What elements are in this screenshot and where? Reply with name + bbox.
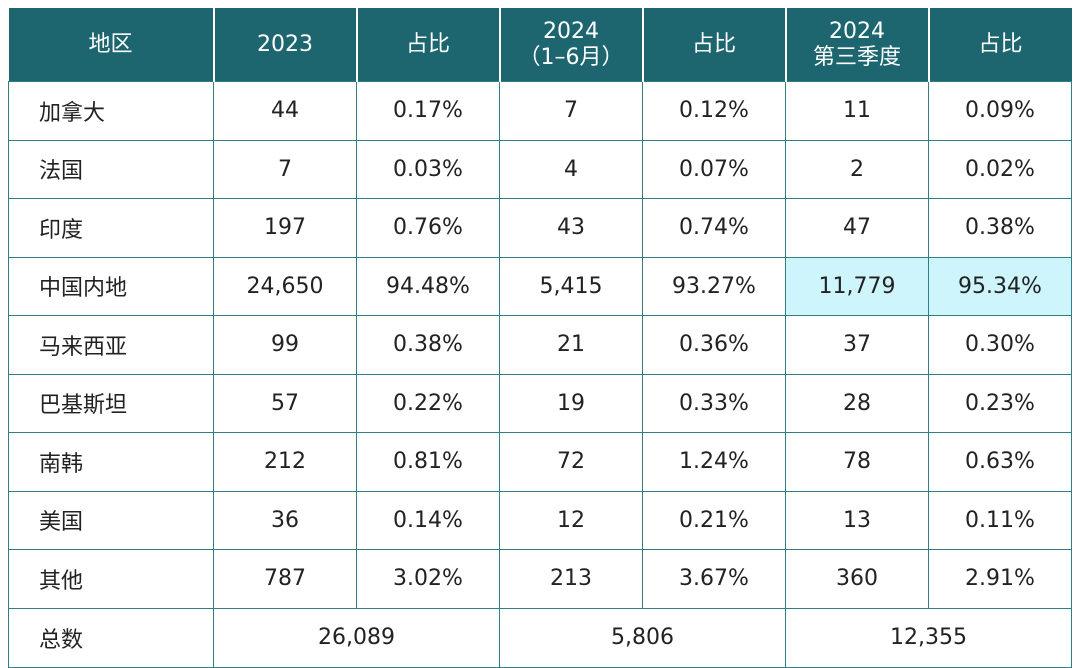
share-2024-q3-cell: 0.63% [928, 432, 1072, 492]
value-2024-h1-cell: 72 [499, 432, 643, 492]
share-2024-h1-cell: 93.27% [642, 256, 786, 316]
share-2023-cell: 0.03% [356, 139, 500, 199]
share-2023-cell: 0.38% [356, 315, 500, 375]
share-2024-h1-cell: 0.12% [642, 81, 786, 141]
header-2024-h1-year: 2024 [543, 18, 599, 44]
highlighted-value-2024-q3-cell: 11,779 [785, 256, 929, 316]
value-2024-q3-cell: 37 [785, 315, 929, 375]
region-statistics-table: 地区 2023 占比 2024 （1–6月） 占比 2024 第三季度 占比 加… [8, 8, 1072, 668]
share-2024-h1-cell: 0.07% [642, 139, 786, 199]
total-row: 总数 26,089 5,806 12,355 [8, 607, 1072, 668]
share-2024-h1-cell: 0.36% [642, 315, 786, 375]
value-2024-h1-cell: 213 [499, 549, 643, 609]
share-2024-h1-cell: 0.21% [642, 490, 786, 550]
share-2023-cell: 0.22% [356, 373, 500, 433]
region-cell: 巴基斯坦 [8, 373, 214, 433]
total-label-cell: 总数 [8, 607, 214, 668]
value-2023-cell: 197 [213, 198, 357, 258]
value-2024-h1-cell: 7 [499, 81, 643, 141]
header-share-2024-q3: 占比 [927, 8, 1072, 82]
value-2023-cell: 36 [213, 490, 357, 550]
value-2024-h1-cell: 19 [499, 373, 643, 433]
share-2024-h1-cell: 3.67% [642, 549, 786, 609]
header-share-2023: 占比 [355, 8, 500, 82]
value-2024-h1-cell: 21 [499, 315, 643, 375]
value-2023-cell: 44 [213, 81, 357, 141]
total-2024-q3-cell: 12,355 [785, 607, 1072, 668]
data-table-container: 地区 2023 占比 2024 （1–6月） 占比 2024 第三季度 占比 加… [8, 8, 1072, 668]
value-2024-h1-cell: 12 [499, 490, 643, 550]
share-2023-cell: 0.14% [356, 490, 500, 550]
table-row: 巴基斯坦 57 0.22% 19 0.33% 28 0.23% [8, 373, 1072, 433]
share-2024-q3-cell: 2.91% [928, 549, 1072, 609]
table-row: 马来西亚 99 0.38% 21 0.36% 37 0.30% [8, 315, 1072, 375]
share-2023-cell: 0.17% [356, 81, 500, 141]
header-2024-q3-year: 2024 [829, 18, 885, 44]
value-2023-cell: 99 [213, 315, 357, 375]
value-2024-h1-cell: 4 [499, 139, 643, 199]
share-2024-q3-cell: 0.02% [928, 139, 1072, 199]
value-2024-q3-cell: 13 [785, 490, 929, 550]
value-2024-q3-cell: 360 [785, 549, 929, 609]
value-2023-cell: 24,650 [213, 256, 357, 316]
share-2023-cell: 94.48% [356, 256, 500, 316]
table-row: 美国 36 0.14% 12 0.21% 13 0.11% [8, 490, 1072, 550]
share-2023-cell: 0.81% [356, 432, 500, 492]
value-2024-h1-cell: 5,415 [499, 256, 643, 316]
region-cell: 南韩 [8, 432, 214, 492]
table-row: 加拿大 44 0.17% 7 0.12% 11 0.09% [8, 81, 1072, 141]
header-2023: 2023 [212, 8, 357, 82]
value-2024-q3-cell: 2 [785, 139, 929, 199]
value-2023-cell: 7 [213, 139, 357, 199]
region-cell: 中国内地 [8, 256, 214, 316]
region-cell: 马来西亚 [8, 315, 214, 375]
value-2024-q3-cell: 11 [785, 81, 929, 141]
share-2024-h1-cell: 1.24% [642, 432, 786, 492]
table-row: 南韩 212 0.81% 72 1.24% 78 0.63% [8, 432, 1072, 492]
share-2024-q3-cell: 0.11% [928, 490, 1072, 550]
share-2024-q3-cell: 0.30% [928, 315, 1072, 375]
value-2024-q3-cell: 47 [785, 198, 929, 258]
value-2023-cell: 212 [213, 432, 357, 492]
table-row: 其他 787 3.02% 213 3.67% 360 2.91% [8, 549, 1072, 609]
header-2024-q3-period: 第三季度 [812, 44, 901, 70]
total-2024-h1-cell: 5,806 [499, 607, 786, 668]
total-2023-cell: 26,089 [213, 607, 500, 668]
table-row: 法国 7 0.03% 4 0.07% 2 0.02% [8, 139, 1072, 199]
header-row: 地区 2023 占比 2024 （1–6月） 占比 2024 第三季度 占比 [8, 8, 1072, 82]
region-cell: 法国 [8, 139, 214, 199]
share-2024-h1-cell: 0.74% [642, 198, 786, 258]
share-2024-q3-cell: 0.23% [928, 373, 1072, 433]
header-2024-h1-period: （1–6月） [518, 44, 624, 70]
region-cell: 加拿大 [8, 81, 214, 141]
value-2023-cell: 57 [213, 373, 357, 433]
highlighted-share-2024-q3-cell: 95.34% [928, 256, 1072, 316]
region-cell: 印度 [8, 198, 214, 258]
header-2024-h1: 2024 （1–6月） [498, 8, 643, 82]
value-2023-cell: 787 [213, 549, 357, 609]
value-2024-h1-cell: 43 [499, 198, 643, 258]
share-2023-cell: 0.76% [356, 198, 500, 258]
share-2024-q3-cell: 0.38% [928, 198, 1072, 258]
region-cell: 美国 [8, 490, 214, 550]
table-row: 印度 197 0.76% 43 0.74% 47 0.38% [8, 198, 1072, 258]
header-region: 地区 [8, 8, 214, 82]
share-2024-h1-cell: 0.33% [642, 373, 786, 433]
region-cell: 其他 [8, 549, 214, 609]
share-2023-cell: 3.02% [356, 549, 500, 609]
header-share-2024-h1: 占比 [641, 8, 786, 82]
header-2024-q3: 2024 第三季度 [784, 8, 929, 82]
share-2024-q3-cell: 0.09% [928, 81, 1072, 141]
table-row: 中国内地 24,650 94.48% 5,415 93.27% 11,779 9… [8, 256, 1072, 316]
value-2024-q3-cell: 78 [785, 432, 929, 492]
value-2024-q3-cell: 28 [785, 373, 929, 433]
